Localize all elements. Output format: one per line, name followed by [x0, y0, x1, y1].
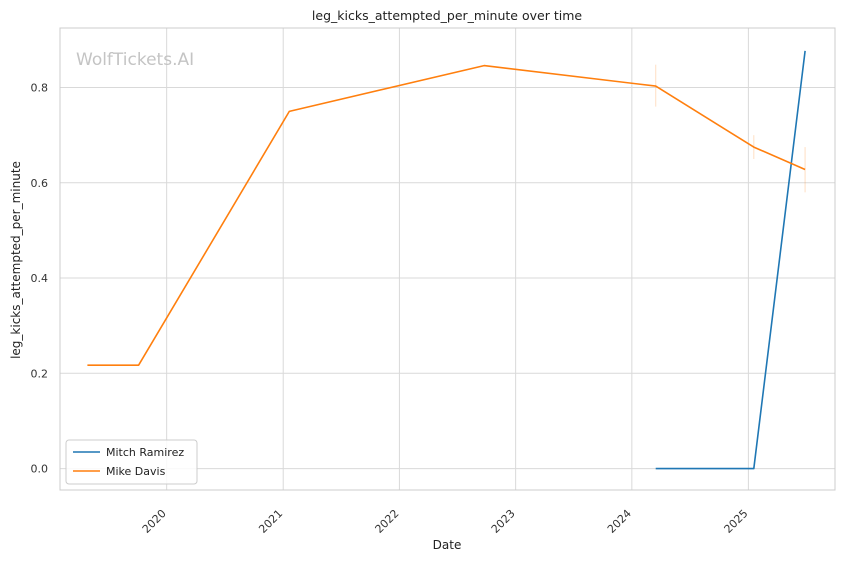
x-tick-label: 2022	[373, 507, 402, 536]
y-tick-label: 0.6	[31, 177, 49, 190]
watermark: WolfTickets.AI	[76, 50, 194, 70]
plot-frame	[59, 27, 836, 491]
y-tick-label: 0.0	[31, 463, 49, 476]
x-tick-label: 2025	[722, 507, 751, 536]
legend-box	[65, 439, 198, 485]
x-tick-label: 2024	[605, 507, 634, 536]
y-tick-label: 0.8	[31, 82, 49, 95]
y-axis: 0.0 0.2 0.4 0.6 0.8	[31, 82, 49, 476]
y-tick-label: 0.4	[31, 272, 49, 285]
x-tick-label: 2023	[489, 507, 518, 536]
legend-label-mitch-ramirez: Mitch Ramirez	[106, 446, 184, 459]
x-axis-title: Date	[433, 538, 462, 552]
x-axis: 2020 2021 2022 2023 2024 2025	[140, 507, 751, 536]
legend: Mitch Ramirez Mike Davis	[65, 439, 198, 485]
chart-title: leg_kicks_attempted_per_minute over time	[312, 8, 582, 23]
series-lines	[87, 50, 806, 470]
series-line-mike-davis	[87, 64, 806, 367]
series-line-mitch-ramirez	[655, 50, 806, 470]
grid-lines	[60, 28, 835, 490]
x-tick-label: 2021	[256, 507, 285, 536]
y-tick-label: 0.2	[31, 367, 49, 380]
legend-label-mike-davis: Mike Davis	[106, 465, 166, 478]
x-tick-label: 2020	[140, 507, 169, 536]
y-axis-title: leg_kicks_attempted_per_minute	[9, 161, 23, 359]
plot-background	[60, 28, 835, 490]
